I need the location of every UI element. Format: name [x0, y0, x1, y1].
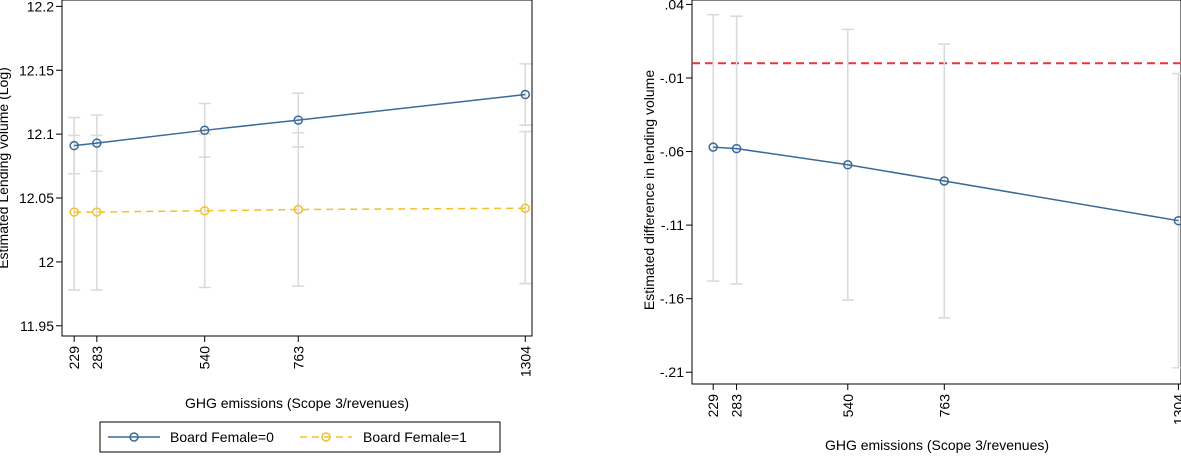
- data-point: [293, 204, 304, 215]
- x-tick-label: 763: [290, 346, 306, 370]
- legend: Board Female=0 Board Female=1: [99, 421, 501, 453]
- y-tick-label: 12.15: [19, 62, 54, 78]
- x-axis-left: 229 283 540 763 1304: [66, 336, 533, 377]
- x-tick-label: 540: [197, 346, 213, 370]
- y-tick-label: 12: [38, 254, 54, 270]
- data-point: [708, 142, 718, 152]
- data-point: [92, 207, 102, 217]
- data-point: [69, 140, 79, 151]
- x-tick-label: 283: [729, 394, 745, 418]
- data-point: [199, 206, 210, 216]
- data-point: [69, 207, 79, 217]
- data-point: [1173, 215, 1181, 226]
- chart-left: 11.95 12 12.05 12.1 12.15 12.2 229 283 540 763 13…: [0, 0, 533, 453]
- plot-area-left: [61, 0, 533, 337]
- series-left: [68, 63, 532, 291]
- y-tick-label: -.06: [660, 144, 684, 160]
- data-point: [843, 160, 853, 170]
- x-tick-label: 1304: [517, 346, 533, 377]
- y-tick-label: -.21: [660, 364, 684, 380]
- x-tick-label: 229: [705, 394, 721, 418]
- x-tick-label: 1304: [1170, 394, 1181, 425]
- y-axis-label-left: Estimated Lending volume (Log): [0, 67, 11, 269]
- y-tick-label: 12.05: [19, 190, 54, 206]
- x-axis-label-right: GHG emissions (Scope 3/revenues): [825, 437, 1049, 453]
- y-axis-left: 11.95 12 12.05 12.1 12.15 12.2: [19, 0, 62, 334]
- series-line-0: [74, 93, 526, 147]
- data-point: [939, 176, 950, 186]
- y-tick-label: 11.95: [20, 318, 54, 334]
- x-tick-label: 283: [89, 346, 105, 370]
- x-tick-label: 763: [936, 394, 952, 418]
- data-point: [199, 125, 210, 136]
- series-right: [692, 13, 1181, 369]
- y-tick-label: -.16: [660, 291, 684, 307]
- chart-right: -.21 -.16 -.11 -.06 -.01 .04 229 283 540 763 1304…: [641, 0, 1181, 453]
- data-point: [92, 138, 102, 148]
- series-line-1: [74, 207, 526, 213]
- x-tick-label: 229: [66, 346, 82, 370]
- x-axis-label-left: GHG emissions (Scope 3/revenues): [185, 395, 409, 411]
- y-axis-right: -.21 -.16 -.11 -.06 -.01 .04: [660, 0, 692, 380]
- data-point: [731, 143, 742, 154]
- legend-marker-series-0: [129, 432, 139, 442]
- y-tick-label: 12.1: [27, 126, 54, 142]
- y-tick-label: .04: [665, 0, 685, 12]
- plot-area-right: [691, 0, 1181, 385]
- y-tick-label: -.01: [660, 70, 684, 86]
- legend-marker-series-1: [321, 432, 331, 442]
- y-axis-label-right: Estimated difference in lending volume: [641, 70, 657, 310]
- y-tick-label: -.11: [661, 217, 684, 233]
- x-axis-right: 229 283 540 763 1304: [705, 384, 1181, 425]
- y-tick-label: 12.2: [27, 0, 54, 14]
- data-point: [520, 203, 531, 213]
- data-point: [293, 115, 304, 125]
- x-tick-label: 540: [840, 394, 856, 418]
- legend-label-series-1: Board Female=1: [363, 429, 467, 445]
- data-point: [520, 89, 531, 100]
- series-line-0: [713, 146, 1179, 222]
- legend-label-series-0: Board Female=0: [170, 429, 274, 445]
